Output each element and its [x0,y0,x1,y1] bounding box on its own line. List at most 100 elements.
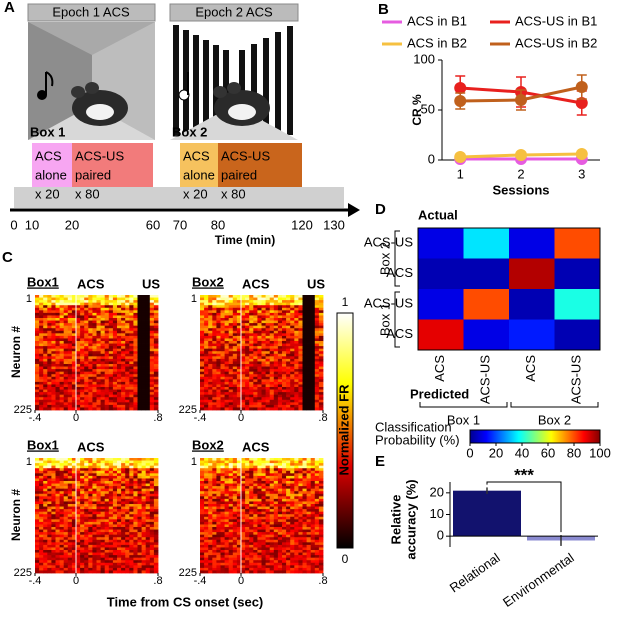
heatmap-cell [277,338,283,342]
heatmap-cell [47,468,52,472]
heatmap-cell [302,458,307,461]
heatmap-cell [96,509,101,513]
heatmap-cell [63,376,69,380]
heatmap-cell [43,310,48,314]
heatmap-cell [245,366,250,370]
heatmap-cell [273,353,279,357]
heatmap-cell [96,407,101,411]
heatmap-cell [43,521,48,525]
heatmap-cell [84,493,89,497]
heatmap-cell [112,300,118,304]
heatmap-cell [137,361,142,365]
heatmap-cell [286,379,291,383]
heatmap-cell [236,524,242,528]
heatmap-cell [141,407,147,411]
heatmap-cell [76,529,81,533]
heatmap-cell [100,537,106,541]
heatmap-cell [257,307,262,311]
heatmap-cell [145,315,151,319]
heatmap-cell [145,537,151,541]
heatmap-cell [318,516,324,520]
heatmap-cell [286,402,291,406]
heatmap-cell [88,346,93,350]
heatmap-cell [67,565,73,569]
heatmap-cell [282,346,287,350]
heatmap-cell [273,465,279,469]
heatmap-cell [261,481,266,484]
heatmap-cell [59,404,65,408]
heatmap-cell [253,493,258,497]
heatmap-cell [117,521,122,525]
heatmap-cell [241,473,246,477]
heatmap-cell [204,295,209,298]
heatmap-cell [117,310,122,314]
heatmap-cell [112,493,118,497]
heatmap-cell [71,361,77,365]
heatmap-cell [145,369,151,373]
heatmap-cell [92,353,97,357]
heatmap-cell [47,532,52,536]
heatmap-cell [249,379,254,383]
heatmap-cell [273,491,279,495]
heatmap-cell [216,300,221,304]
heatmap-cell [298,504,303,507]
heatmap-cell [257,407,262,411]
heatmap-cell [133,542,138,546]
heatmap-cell [153,562,159,566]
heatmap-cell [286,371,291,375]
heatmap-cell [117,341,122,344]
heatmap-cell [47,478,52,482]
phase-text: x 20 [183,186,208,201]
heatmap-cell [117,394,122,398]
heatmap-cell [220,486,225,490]
heatmap-cell [253,381,258,385]
x-tick-label: 120 [291,217,313,232]
heatmap-cell [92,310,97,314]
heatmap-cell [51,537,56,541]
heatmap-cell [67,463,73,467]
heatmap-cell [265,366,271,370]
heatmap-cell [282,481,287,484]
heatmap-cell [104,534,110,538]
heatmap-cell [39,506,44,510]
heatmap-cell [269,312,275,316]
heatmap-cell [71,511,77,515]
heatmap-cell [80,516,85,520]
heatmap-cell [224,521,230,525]
heatmap-cell [200,524,205,528]
heatmap-cell [257,475,262,479]
heatmap-cell [286,389,291,393]
heatmap-cell [277,302,283,306]
heatmap-cell [59,547,65,551]
heatmap-cell [67,315,73,319]
heatmap-cell [212,524,217,528]
heatmap-cell [100,501,106,505]
heatmap-cell [141,302,147,306]
heatmap-cell [96,475,101,479]
heatmap-cell [294,300,299,304]
heatmap-cell [137,491,142,495]
heatmap-cell [249,458,254,461]
heatmap-cell [232,514,238,518]
heatmap-cell [290,473,295,477]
heatmap-cell [208,501,213,505]
heatmap-cell [282,333,287,337]
heatmap-cell [43,524,48,528]
heatmap-cell [273,376,279,380]
heatmap-cell [137,323,142,327]
heatmap-cell [298,488,303,492]
heatmap-cell [121,506,126,510]
heatmap-cell [80,458,85,461]
heatmap-cell [212,392,217,396]
heatmap-cell [220,343,225,347]
heatmap-cell [282,392,287,396]
heatmap-cell [306,346,312,350]
heatmap-cell [141,328,147,332]
heatmap-cell [269,519,275,523]
heatmap-cell [273,519,279,523]
heatmap-cell [80,534,85,538]
heatmap-cell [59,498,65,502]
heatmap-cell [232,364,238,367]
heatmap-cell [282,325,287,329]
heatmap-cell [96,560,101,564]
